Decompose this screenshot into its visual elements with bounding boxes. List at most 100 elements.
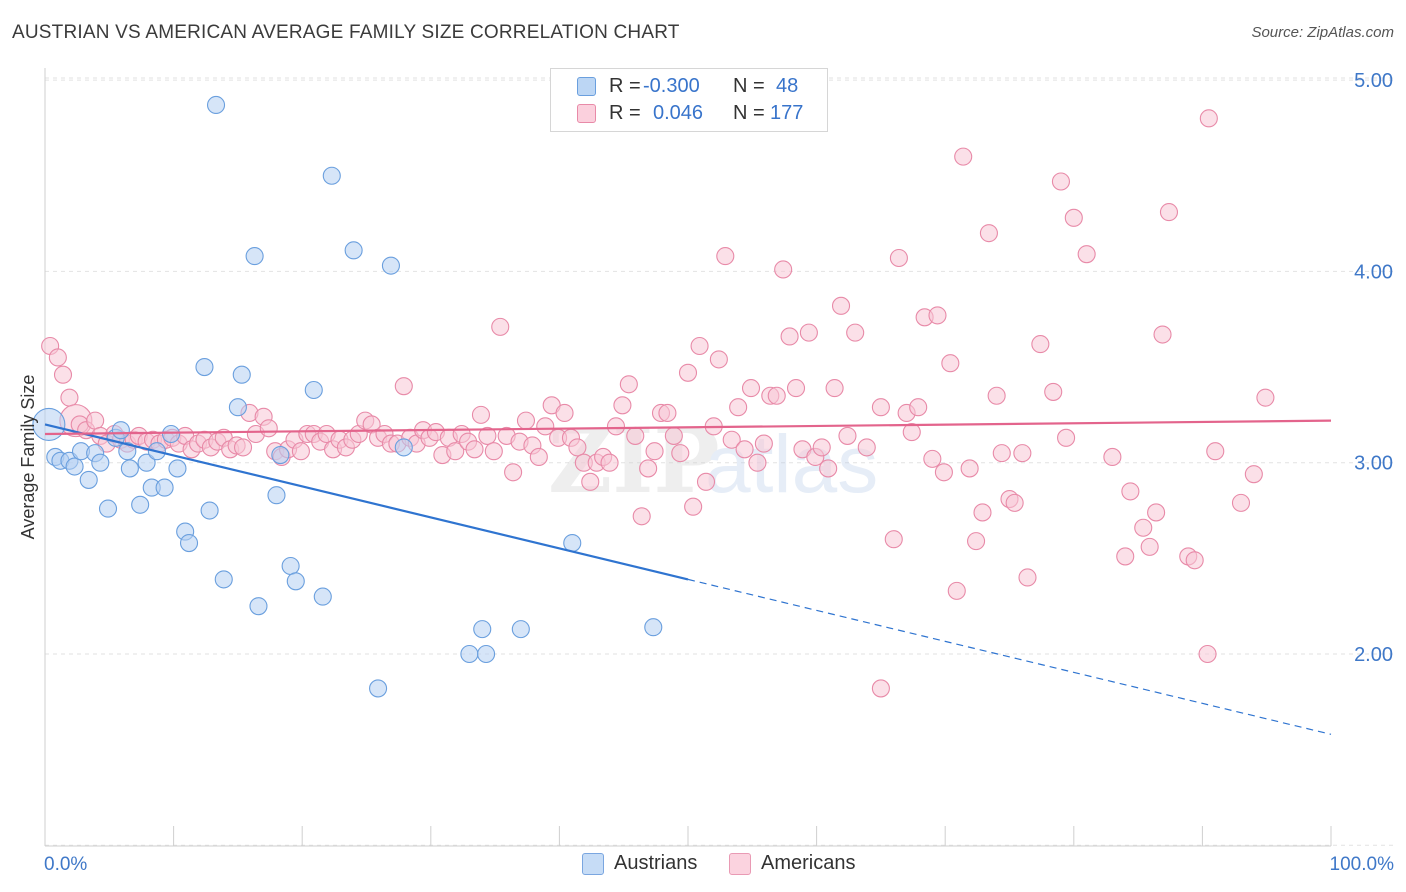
bottom-legend-label-austrians: Austrians xyxy=(614,852,698,874)
chart-title: AUSTRIAN VS AMERICAN AVERAGE FAMILY SIZE… xyxy=(12,22,680,43)
y-tick-label: 2.00 xyxy=(1354,644,1393,666)
austrian-point xyxy=(245,247,264,266)
american-point xyxy=(1153,325,1172,344)
watermark-zip: ZIP xyxy=(548,409,720,513)
austrian-trend-line xyxy=(44,423,689,581)
austrian-point xyxy=(179,533,199,553)
austrian-point xyxy=(120,459,139,478)
american-point xyxy=(516,411,536,430)
y-axis-title: Average Family Size xyxy=(18,375,38,540)
legend-n-label: N = xyxy=(733,102,765,124)
austrian-point xyxy=(111,421,130,440)
austrian-point xyxy=(473,620,492,639)
american-point xyxy=(1103,447,1122,467)
american-point xyxy=(555,403,574,423)
american-point xyxy=(529,447,548,467)
american-point xyxy=(954,147,973,166)
american-point xyxy=(857,438,876,457)
american-point xyxy=(748,453,767,472)
american-point xyxy=(780,327,799,346)
austrian-point xyxy=(131,495,150,514)
american-point xyxy=(1140,537,1159,556)
legend-n-label: N = xyxy=(733,75,765,97)
american-point xyxy=(86,411,105,430)
american-point xyxy=(1044,382,1063,401)
american-point xyxy=(658,403,677,423)
american-point xyxy=(1121,482,1140,501)
american-point xyxy=(678,363,698,382)
american-point xyxy=(1013,444,1032,463)
american-point xyxy=(233,438,253,457)
legend-r-value: 0.046 xyxy=(653,102,704,124)
austrian-point xyxy=(381,256,400,275)
american-point xyxy=(1057,428,1076,447)
trend-lines xyxy=(44,419,1332,735)
bottom-legend-swatch-americans xyxy=(729,853,751,875)
american-point xyxy=(1206,442,1225,461)
american-point xyxy=(799,323,818,342)
austrian-point xyxy=(195,357,214,377)
legend-r-value: -0.300 xyxy=(643,75,700,97)
american-point xyxy=(619,375,638,394)
american-point xyxy=(960,459,979,478)
american-point xyxy=(446,442,465,461)
austrian-point xyxy=(281,556,300,576)
american-point xyxy=(259,419,278,438)
american-point xyxy=(1185,551,1204,570)
austrian-point xyxy=(322,166,341,185)
american-point xyxy=(632,507,651,526)
american-point xyxy=(987,386,1006,405)
american-point xyxy=(992,444,1011,463)
axis-ticks: 2.00 3.00 4.00 5.00 0.0% 100.0% xyxy=(44,70,1394,875)
american-point xyxy=(671,444,690,463)
american-point xyxy=(600,453,619,472)
legend-n-value: 177 xyxy=(770,102,804,124)
austrian-point xyxy=(267,486,286,505)
american-point xyxy=(48,348,67,367)
american-point xyxy=(923,449,942,468)
american-point xyxy=(967,532,986,551)
american-point xyxy=(536,417,555,436)
austrian-point xyxy=(232,365,251,384)
austrian-trend-extension xyxy=(687,578,1332,735)
bottom-legend-label-americans: Americans xyxy=(761,852,856,874)
american-point xyxy=(825,379,844,398)
austrian-point xyxy=(344,241,363,260)
american-point xyxy=(947,581,966,600)
austrian-point xyxy=(98,499,118,518)
y-tick-label: 3.00 xyxy=(1354,453,1393,475)
austrian-point xyxy=(137,453,156,472)
american-point xyxy=(1159,203,1179,222)
american-point xyxy=(1005,493,1024,512)
american-point xyxy=(291,442,310,461)
american-point xyxy=(722,430,741,449)
american-point xyxy=(1256,388,1275,407)
austrian-point xyxy=(249,597,268,616)
american-point xyxy=(1147,503,1166,522)
austrian-point xyxy=(477,644,496,664)
american-point xyxy=(1116,547,1135,566)
american-point xyxy=(606,417,626,436)
american-point xyxy=(613,396,632,415)
y-tick-label: 4.00 xyxy=(1354,261,1393,283)
american-point xyxy=(568,438,587,457)
american-point xyxy=(1064,208,1083,227)
stats-legend: R = -0.300 N = 48 R = 0.046 N = 177 xyxy=(550,68,828,132)
american-point xyxy=(729,398,748,417)
american-point xyxy=(884,530,903,549)
american-point xyxy=(819,459,838,478)
american-point xyxy=(684,497,703,516)
austrian-point xyxy=(460,644,479,664)
austrian-point xyxy=(214,570,233,589)
american-point xyxy=(491,317,510,336)
american-point xyxy=(394,377,413,396)
american-point xyxy=(639,459,658,478)
american-point xyxy=(1231,493,1251,512)
y-tick-label: 5.00 xyxy=(1354,70,1393,92)
austrian-point xyxy=(65,457,84,476)
austrian-point xyxy=(206,95,226,115)
austrian-point xyxy=(161,424,181,444)
american-point xyxy=(1031,335,1050,354)
american-trend-line xyxy=(44,419,1332,436)
austrian-point xyxy=(91,453,110,472)
